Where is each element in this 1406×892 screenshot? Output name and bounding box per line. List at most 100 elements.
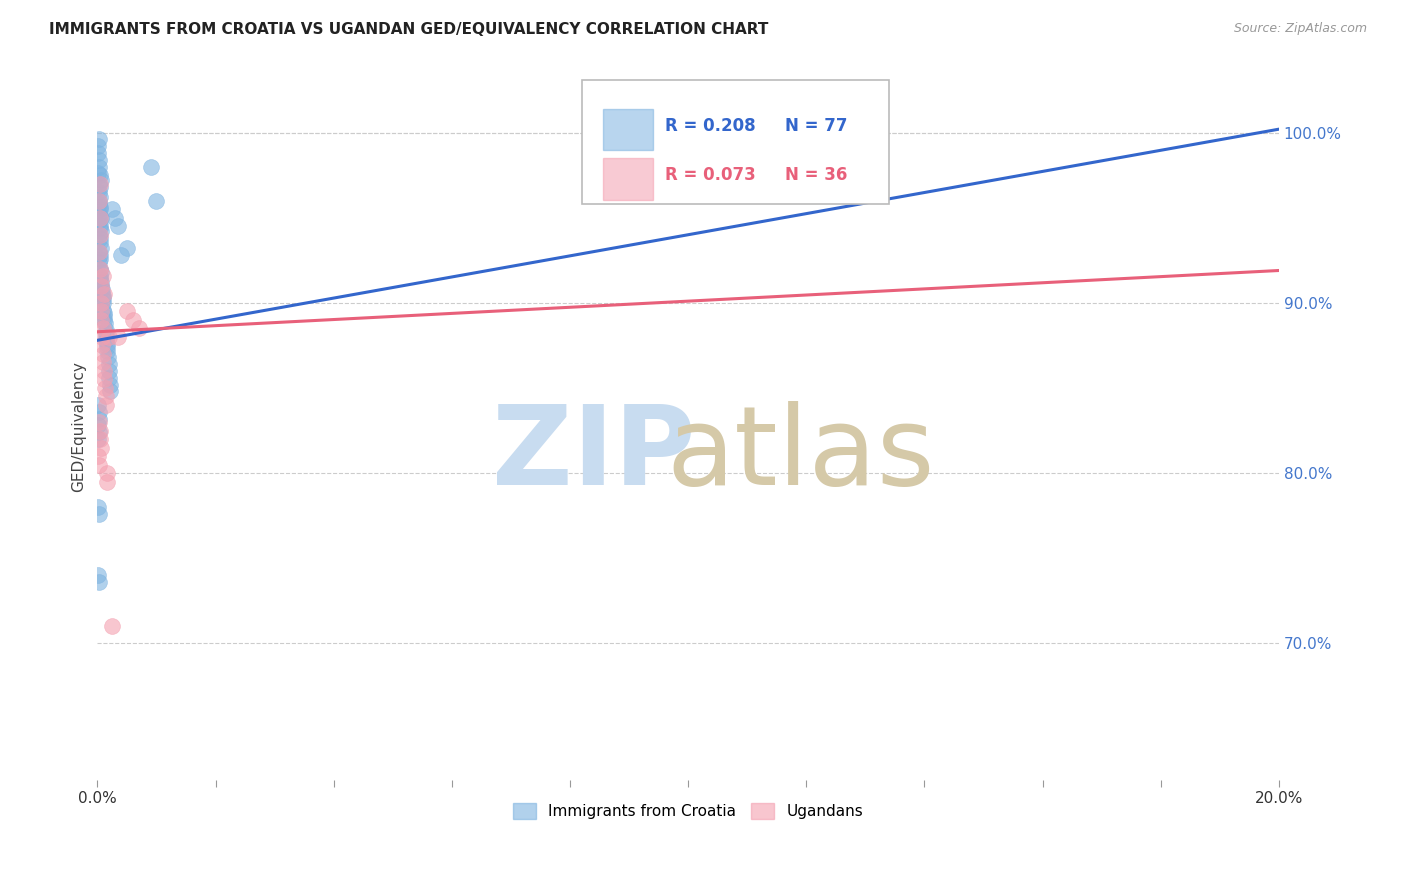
Point [115,304,138,318]
Point [89,424,111,438]
Point [91,282,114,296]
Text: R = 0.208: R = 0.208 [665,117,755,135]
Point [90,224,112,238]
Point [90,441,112,455]
Point [93,306,115,320]
Point [91,338,114,352]
Point [90,265,112,279]
Point [89,235,111,249]
Point [94,316,117,330]
Point [90,296,112,310]
Point [91,321,114,335]
Point [89,177,111,191]
Point [91,293,114,307]
Point [93,372,115,386]
Point [89,244,111,259]
Point [89,218,111,232]
Point [89,197,111,211]
Point [89,575,111,590]
Point [90,304,112,318]
Point [87,227,110,242]
Point [87,507,110,521]
Text: R = 0.073: R = 0.073 [665,167,755,185]
Point [91,347,114,361]
Text: N = 77: N = 77 [785,117,848,135]
Point [87,153,110,167]
Point [89,244,111,259]
Point [89,168,111,182]
Point [89,201,111,215]
Point [89,207,111,221]
Point [89,252,111,266]
Legend: Immigrants from Croatia, Ugandans: Immigrants from Croatia, Ugandans [508,797,869,825]
Point [101,202,124,217]
Point [89,248,111,262]
Point [89,177,111,191]
Point [98,330,121,344]
Point [94,323,117,337]
Point [89,160,111,174]
Point [139,160,162,174]
Point [87,146,110,161]
Point [89,221,111,235]
Point [87,432,110,446]
Point [96,475,118,489]
Point [87,194,110,208]
FancyBboxPatch shape [603,158,652,200]
Point [87,568,110,582]
Point [90,173,112,187]
Y-axis label: GED/Equivalency: GED/Equivalency [72,361,86,491]
Point [98,364,121,378]
Point [91,268,114,283]
Point [94,381,117,395]
Point [87,166,110,180]
Point [96,398,118,412]
Point [89,190,111,204]
Point [91,289,114,303]
FancyBboxPatch shape [582,80,889,203]
Point [94,326,117,341]
Point [87,405,110,419]
Text: atlas: atlas [666,401,935,508]
Point [93,287,115,301]
Point [98,384,121,399]
Point [110,248,132,262]
Point [91,296,114,310]
Point [90,278,112,293]
Point [93,310,115,324]
Point [101,619,124,633]
Point [107,330,129,344]
Point [89,411,111,425]
Point [90,313,112,327]
Text: Source: ZipAtlas.com: Source: ZipAtlas.com [1233,22,1367,36]
Point [90,278,112,293]
Point [87,425,110,440]
Point [145,194,167,208]
Point [97,357,120,371]
Text: ZIP: ZIP [492,401,696,508]
Point [98,377,121,392]
Point [87,211,110,225]
Point [94,390,117,404]
Point [91,302,114,317]
Point [96,466,118,480]
Point [89,255,111,269]
Text: IMMIGRANTS FROM CROATIA VS UGANDAN GED/EQUIVALENCY CORRELATION CHART: IMMIGRANTS FROM CROATIA VS UGANDAN GED/E… [49,22,769,37]
Point [91,355,114,369]
Point [89,202,111,217]
Point [96,343,118,358]
Point [96,336,118,351]
Point [91,330,114,344]
Point [89,268,111,283]
Point [87,132,110,146]
Point [121,313,143,327]
Point [87,194,110,208]
Point [89,272,111,286]
Point [89,180,111,194]
Point [96,340,118,354]
Point [93,313,115,327]
Point [107,219,129,234]
Point [87,449,110,463]
Point [104,211,127,225]
Point [90,211,112,225]
